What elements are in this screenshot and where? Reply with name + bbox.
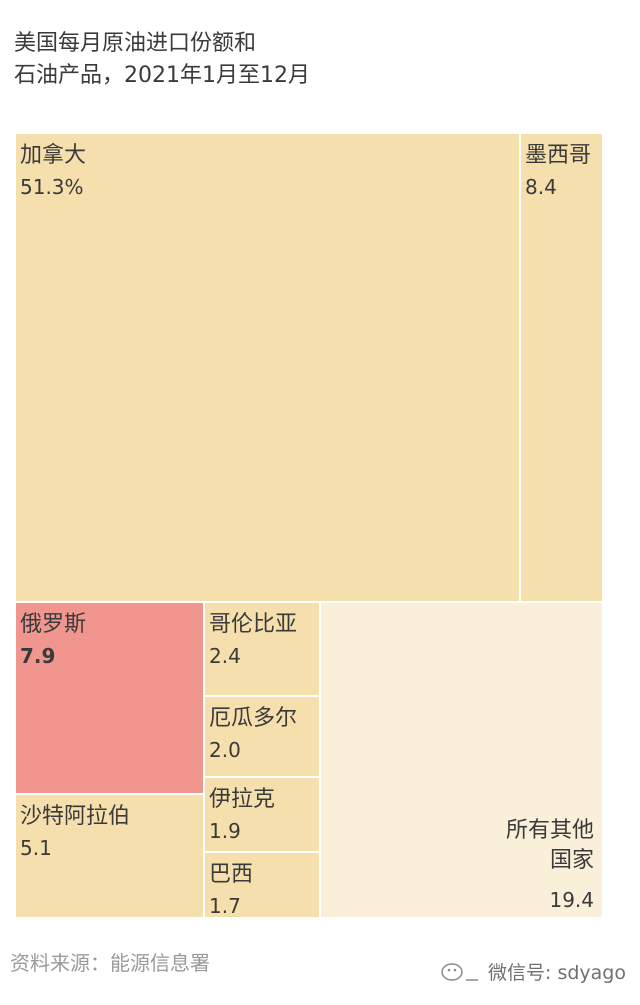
watermark: 微信号: sdyago [438,958,626,985]
tile-7-value: 1.9 [209,819,241,843]
tile-3-value: 7.9 [20,644,55,668]
wechat-icon [441,962,478,981]
tile-6-rect [205,697,319,776]
tile-4-value: 5.1 [20,836,52,860]
tile-4-rect [16,795,203,917]
tile-7-label: 伊拉克 [209,787,275,812]
tile-8-rect [205,853,319,917]
tile-2-rect [521,134,602,601]
tile-7-rect [205,778,319,851]
tile-7: 伊拉克 1.9 [205,778,319,851]
tile-6: 厄瓜多尔 2.0 [205,697,319,776]
tile-3-label: 俄罗斯 [20,612,86,637]
tile-8-label: 巴西 [209,862,253,887]
chart-title-line-1: 美国每月原油进口份额和 [14,31,257,56]
tile-5-label: 哥伦比亚 [209,612,297,637]
tile-9-label-line-1: 所有其他 [506,818,594,843]
treemap-chart: 加拿大 51.3% 墨西哥 8.4 俄罗斯 7.9 沙特阿拉伯 5.1 哥伦比亚 2.4 厄瓜多尔 2… [16,134,602,918]
tile-9-label-line-2: 国家 [550,848,594,873]
tile-6-value: 2.0 [209,738,241,762]
tile-1-label: 加拿大 [20,142,86,168]
tile-8-value: 1.7 [209,894,241,918]
tile-4-label: 沙特阿拉伯 [20,804,130,829]
tile-2-label: 墨西哥 [525,143,591,168]
tile-4: 沙特阿拉伯 5.1 [16,795,203,917]
chart-title-line-2: 石油产品，2021年1月至12月 [14,63,310,88]
tile-1: 加拿大 51.3% [16,134,519,601]
watermark-text: 微信号: sdyago [488,962,626,984]
source-note: 资料来源：能源信息署 [10,951,210,975]
tile-5-rect [205,603,319,695]
tile-5: 哥伦比亚 2.4 [205,603,319,695]
tile-9-rect [321,603,602,917]
tile-2: 墨西哥 8.4 [521,134,602,601]
chart-title: 美国每月原油进口份额和 石油产品，2021年1月至12月 [14,28,310,92]
tile-5-value: 2.4 [209,644,241,668]
tile-1-value: 51.3% [20,175,84,199]
tile-1-rect [16,134,519,601]
tile-3-rect [16,603,203,793]
tile-8: 巴西 1.7 [205,853,319,918]
tile-6-label: 厄瓜多尔 [209,706,297,731]
tile-3: 俄罗斯 7.9 [16,603,203,793]
tile-9-value: 19.4 [549,888,594,912]
tile-2-value: 8.4 [525,175,557,199]
